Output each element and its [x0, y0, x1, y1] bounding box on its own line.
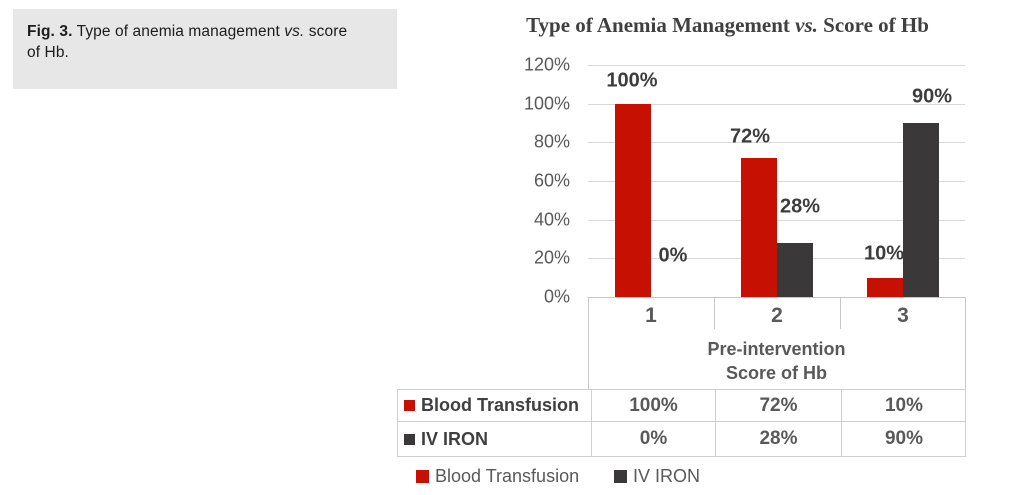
- figure-caption-text-end: score of Hb.: [27, 23, 348, 61]
- data-table-value-iv-1: 0%: [591, 422, 715, 456]
- gridline: [588, 142, 965, 144]
- data-table-series-label-iv-iron: IV IRON: [398, 422, 591, 456]
- legend-swatch-blood-transfusion: [416, 469, 429, 483]
- gridline: [588, 103, 965, 105]
- y-axis-tick-label: 20%: [533, 247, 570, 268]
- legend-item-iv-iron: IV IRON: [614, 465, 701, 486]
- bar-value-label: 100%: [606, 69, 658, 92]
- data-table-value-bt-3: 10%: [841, 390, 966, 422]
- axis-border-line: [965, 297, 966, 389]
- x-axis-category-label: 2: [771, 304, 783, 327]
- x-axis-line: [588, 297, 965, 298]
- bar-iv-iron-cat2: [777, 242, 813, 297]
- chart-title: Type of Anemia Management vs. Score of H…: [500, 13, 955, 38]
- x-axis-category-label: 3: [897, 304, 909, 327]
- data-table-series-name: IV IRON: [421, 428, 489, 449]
- x-axis-category-label: 1: [645, 304, 657, 327]
- y-axis-tick-label: 60%: [533, 170, 570, 191]
- figure-caption-number: Fig. 3.: [27, 23, 73, 40]
- bar-blood-transfusion-cat3: [867, 277, 903, 297]
- bar-iv-iron-cat3: [903, 123, 939, 297]
- bar-blood-transfusion-cat2: [741, 157, 777, 297]
- y-axis-tick-label: 100%: [523, 93, 570, 114]
- chart-title-vs: vs.: [795, 13, 818, 37]
- bar-blood-transfusion-cat1: [615, 103, 651, 297]
- bar-value-label: 0%: [658, 244, 688, 267]
- y-axis-tick-label: 40%: [533, 209, 570, 230]
- bar-value-label: 10%: [863, 242, 905, 265]
- y-axis-tick-label: 0%: [543, 286, 570, 307]
- data-table-value-bt-1: 100%: [591, 390, 715, 422]
- legend-label: Blood Transfusion: [435, 465, 580, 486]
- x-axis-title-line2: Score of Hb: [725, 363, 827, 383]
- data-table-value-iv-3: 90%: [841, 422, 966, 456]
- x-axis-title-line1: Pre-intervention: [707, 339, 846, 359]
- axis-border-line: [840, 297, 841, 329]
- series-swatch-blood-transfusion: [404, 400, 415, 411]
- figure-caption: Fig. 3. Type of anemia management vs. sc…: [13, 9, 397, 89]
- data-table-value-iv-2: 28%: [715, 422, 841, 456]
- bar-value-label: 28%: [779, 195, 821, 218]
- figure-caption-vs: vs.: [284, 23, 305, 40]
- gridline: [588, 65, 965, 66]
- y-axis-tick-label: 80%: [533, 131, 570, 152]
- x-axis-title: Pre-intervention Score of Hb: [588, 337, 965, 385]
- legend-swatch-iv-iron: [614, 469, 627, 483]
- data-table-series-label-blood-transfusion: Blood Transfusion: [398, 390, 591, 422]
- axis-border-line: [588, 297, 589, 389]
- y-axis-tick-label: 120%: [523, 54, 570, 75]
- axis-border-line: [714, 297, 715, 329]
- data-table-series-name: Blood Transfusion: [421, 395, 580, 415]
- data-table-value-bt-2: 72%: [715, 390, 841, 422]
- figure-caption-text: Type of anemia management: [72, 23, 285, 40]
- bar-value-label: 72%: [729, 125, 771, 148]
- chart-title-part2: Score of Hb: [817, 13, 929, 37]
- legend-label: IV IRON: [633, 465, 701, 486]
- chart-data-table: Blood Transfusion 100% 72% 10% IV IRON 0…: [397, 389, 966, 457]
- bar-value-label: 90%: [911, 85, 953, 108]
- legend-item-blood-transfusion: Blood Transfusion: [416, 465, 580, 486]
- chart-title-part1: Type of Anemia Management: [526, 13, 796, 37]
- series-swatch-iv-iron: [404, 433, 415, 445]
